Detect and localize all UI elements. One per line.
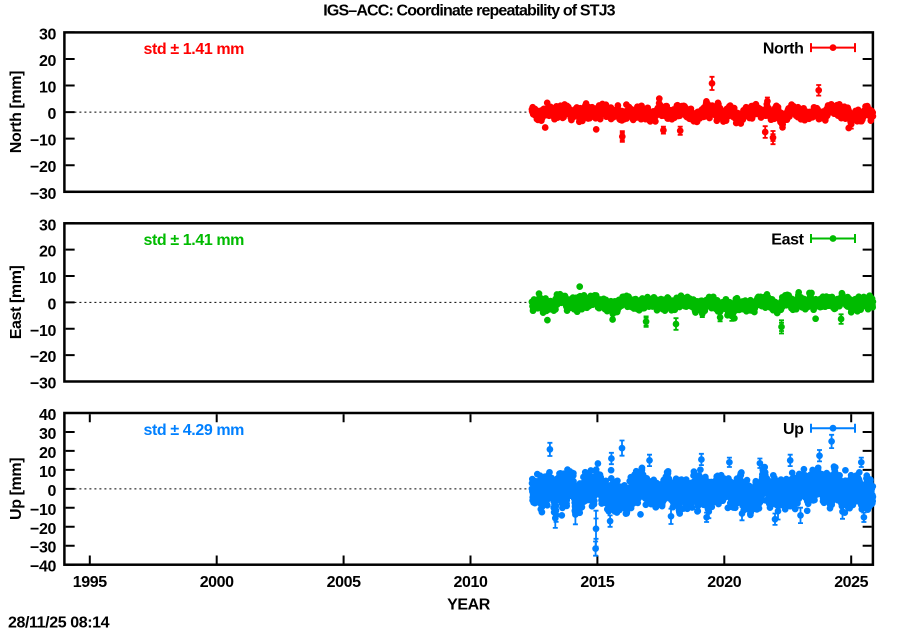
svg-text:2020: 2020 [707, 574, 741, 591]
svg-text:1995: 1995 [73, 574, 107, 591]
svg-text:30: 30 [39, 426, 56, 443]
svg-text:2005: 2005 [327, 574, 361, 591]
svg-text:North [mm]: North [mm] [8, 71, 25, 153]
svg-text:20: 20 [39, 244, 56, 261]
svg-text:10: 10 [39, 270, 56, 287]
svg-text:−20: −20 [30, 349, 56, 366]
svg-text:North: North [763, 41, 804, 58]
svg-text:10: 10 [39, 80, 56, 97]
svg-text:28/11/25 08:14: 28/11/25 08:14 [8, 615, 110, 630]
svg-text:Up: Up [783, 421, 804, 438]
svg-text:2025: 2025 [834, 574, 868, 591]
svg-text:30: 30 [39, 217, 56, 234]
svg-text:IGS–ACC: Coordinate repeatabil: IGS–ACC: Coordinate repeatability of STJ… [323, 3, 615, 20]
svg-text:30: 30 [39, 26, 56, 43]
svg-text:2010: 2010 [454, 574, 488, 591]
svg-text:2015: 2015 [580, 574, 614, 591]
svg-text:−30: −30 [30, 376, 56, 393]
svg-text:−20: −20 [30, 521, 56, 538]
svg-text:East [mm]: East [mm] [8, 265, 25, 339]
svg-text:10: 10 [39, 464, 56, 481]
svg-text:std ± 1.41 mm: std ± 1.41 mm [144, 41, 245, 58]
svg-text:2000: 2000 [200, 574, 234, 591]
svg-text:std ± 4.29 mm: std ± 4.29 mm [144, 422, 245, 439]
svg-text:−30: −30 [30, 540, 56, 557]
svg-text:East: East [771, 232, 804, 249]
svg-text:20: 20 [39, 445, 56, 462]
svg-text:20: 20 [39, 53, 56, 70]
svg-text:std ± 1.41 mm: std ± 1.41 mm [144, 232, 245, 249]
svg-text:40: 40 [39, 407, 56, 424]
svg-text:−10: −10 [30, 323, 56, 340]
svg-text:0: 0 [48, 296, 57, 313]
svg-text:YEAR: YEAR [447, 597, 491, 614]
svg-text:0: 0 [48, 106, 57, 123]
svg-text:0: 0 [48, 483, 57, 500]
svg-text:−20: −20 [30, 159, 56, 176]
svg-text:−10: −10 [30, 502, 56, 519]
svg-text:Up [mm]: Up [mm] [8, 458, 25, 520]
svg-text:−30: −30 [30, 186, 56, 203]
svg-text:−40: −40 [30, 559, 56, 576]
svg-text:−10: −10 [30, 133, 56, 150]
